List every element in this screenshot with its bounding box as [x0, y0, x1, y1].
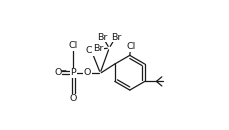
Text: P: P — [70, 68, 76, 77]
Text: O: O — [83, 68, 91, 77]
Text: Br: Br — [97, 33, 107, 42]
Text: Cl: Cl — [85, 46, 94, 55]
Text: Cl: Cl — [68, 41, 77, 50]
Text: Cl: Cl — [126, 43, 135, 51]
Text: O: O — [69, 94, 76, 103]
Text: Br: Br — [111, 33, 121, 42]
Text: Br: Br — [92, 44, 103, 53]
Text: O: O — [54, 68, 61, 77]
Text: −: − — [59, 65, 66, 74]
